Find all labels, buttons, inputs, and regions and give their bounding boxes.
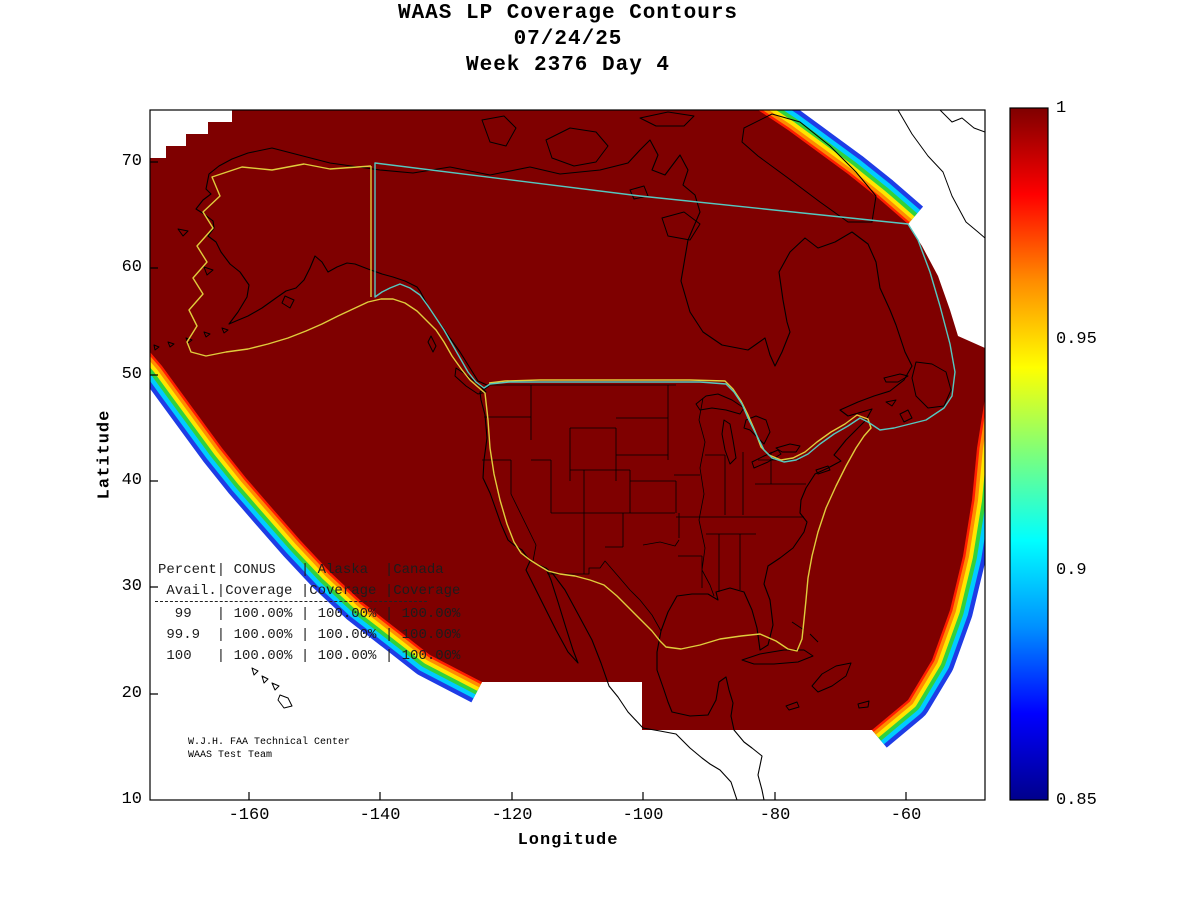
y-axis-label: Latitude: [95, 409, 115, 500]
canada-service-boundary: [374, 162, 956, 463]
x-tick-label: -120: [491, 806, 533, 825]
credit-line-2: WAAS Test Team: [188, 750, 273, 761]
axis-ticks: [150, 161, 907, 800]
colorbar-gradient: [1009, 107, 1049, 801]
table-row: 99.9 | 100.00% | 100.00% | 100.00%: [158, 627, 461, 643]
colorbar-tick-label: 0.85: [1056, 791, 1097, 810]
y-tick-label: 50: [121, 365, 142, 384]
coastlines: [153, 110, 985, 800]
y-tick-label: 40: [121, 471, 142, 490]
y-tick-label: 10: [121, 790, 142, 809]
plot-frame: [149, 109, 986, 801]
table-header-row-2: Avail.|Coverage |Coverage |Coverage: [158, 583, 461, 599]
table-row: 100 | 100.00% | 100.00% | 100.00%: [158, 648, 461, 664]
x-tick-label: -60: [890, 806, 922, 825]
credit-line-1: W.J.H. FAA Technical Center: [188, 737, 351, 748]
colorbar: [1009, 107, 1049, 801]
colorbar-tick-label: 1: [1056, 99, 1067, 118]
x-tick-label: -140: [359, 806, 401, 825]
y-tick-label: 60: [121, 258, 142, 277]
y-tick-label: 70: [121, 152, 142, 171]
colorbar-tick-label: 0.95: [1056, 330, 1097, 349]
table-separator: [155, 601, 427, 602]
y-tick-label: 30: [121, 577, 142, 596]
chart-subtitle-week: Week 2376 Day 4: [465, 54, 671, 77]
state-boundaries: [482, 384, 806, 632]
x-tick-label: -100: [622, 806, 664, 825]
table-header-row-1: Percent| CONUS | Alaska |Canada: [158, 562, 444, 578]
conus-alaska-service-boundary: [186, 163, 872, 652]
x-tick-label: -160: [228, 806, 270, 825]
colorbar-tick-label: 0.9: [1056, 561, 1087, 580]
mainland-coastline: [195, 139, 913, 800]
table-row: 99 | 100.00% | 100.00% | 100.00%: [158, 606, 461, 622]
y-tick-label: 20: [121, 684, 142, 703]
chart-subtitle-date: 07/24/25: [513, 28, 623, 51]
x-tick-label: -80: [759, 806, 791, 825]
x-axis-label: Longitude: [517, 831, 619, 850]
chart-title: WAAS LP Coverage Contours: [397, 2, 739, 25]
islands-and-lakes: [153, 110, 985, 711]
